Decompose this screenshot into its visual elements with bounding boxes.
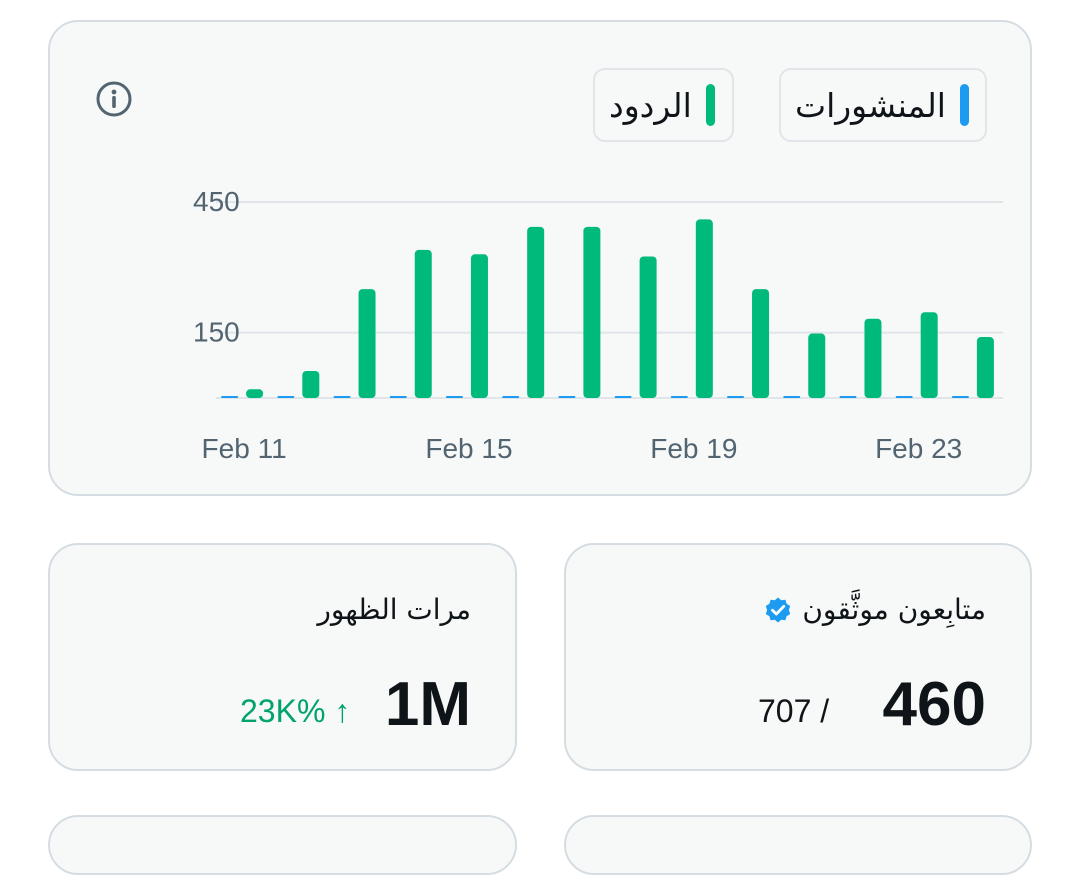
info-icon[interactable] (95, 80, 133, 118)
bar-replies[interactable] (246, 389, 264, 398)
y-tick-label: 150 (193, 317, 240, 348)
x-tick-label: Feb 15 (425, 433, 512, 464)
bar-replies[interactable] (470, 254, 488, 398)
bar-posts[interactable] (277, 396, 295, 398)
bar-replies[interactable] (808, 333, 826, 398)
bar-replies[interactable] (358, 289, 376, 398)
bar-replies[interactable] (695, 219, 713, 398)
bar-posts[interactable] (895, 396, 913, 398)
impressions-value: 1M (384, 670, 471, 739)
stat-card-partial-right[interactable] (564, 815, 1032, 875)
bar-posts[interactable] (445, 396, 463, 398)
bar-posts[interactable] (333, 396, 351, 398)
bar-replies[interactable] (583, 226, 601, 398)
bar-replies[interactable] (527, 226, 545, 398)
posts-swatch (959, 84, 969, 126)
impressions-card[interactable]: مرات الظهور 1M 23K% ↑ (48, 543, 517, 771)
legend-replies-label: الردود (609, 85, 692, 125)
bar-replies[interactable] (639, 256, 657, 398)
verified-followers-header: متابِعون موثَّقون (764, 593, 986, 626)
bar-posts[interactable] (727, 396, 745, 398)
impressions-title: مرات الظهور (317, 593, 471, 626)
verified-followers-value: 460 (882, 670, 986, 739)
bar-posts[interactable] (558, 396, 576, 398)
impressions-delta: 23K% ↑ (240, 693, 351, 729)
y-tick-label: 450 (193, 186, 240, 217)
x-tick-label: Feb 19 (650, 433, 737, 464)
x-tick-label: Feb 11 (202, 433, 287, 464)
bar-replies[interactable] (976, 337, 994, 398)
stat-card-partial-left[interactable] (48, 815, 517, 875)
bar-posts[interactable] (614, 396, 632, 398)
bar-replies[interactable] (752, 289, 770, 398)
bar-replies[interactable] (414, 249, 432, 398)
bar-posts[interactable] (839, 396, 857, 398)
bar-posts[interactable] (783, 396, 801, 398)
bar-posts[interactable] (221, 396, 239, 398)
replies-swatch (705, 84, 715, 126)
legend-replies-toggle[interactable]: الردود (593, 68, 734, 142)
activity-chart: 150 450 Feb 11 Feb 15 Feb 19 Feb 23 (193, 186, 1003, 464)
verified-followers-title: متابِعون موثَّقون (802, 593, 986, 626)
bar-posts[interactable] (670, 396, 688, 398)
bar-replies[interactable] (920, 312, 938, 398)
bar-posts[interactable] (502, 396, 520, 398)
legend-posts-label: المنشورات (795, 85, 946, 125)
bar-posts[interactable] (951, 396, 969, 398)
verified-followers-total: 707 / (758, 693, 830, 729)
bar-replies[interactable] (302, 370, 320, 398)
verified-followers-card[interactable]: متابِعون موثَّقون 460 707 / (564, 543, 1032, 771)
bar-replies[interactable] (864, 318, 882, 398)
bar-posts[interactable] (389, 396, 407, 398)
activity-chart-card: 150 450 Feb 11 Feb 15 Feb 19 Feb 23 المنشورات… (48, 20, 1032, 496)
legend-posts-toggle[interactable]: المنشورات (779, 68, 987, 142)
verified-badge-icon (766, 597, 791, 622)
x-tick-label: Feb 23 (875, 433, 962, 464)
